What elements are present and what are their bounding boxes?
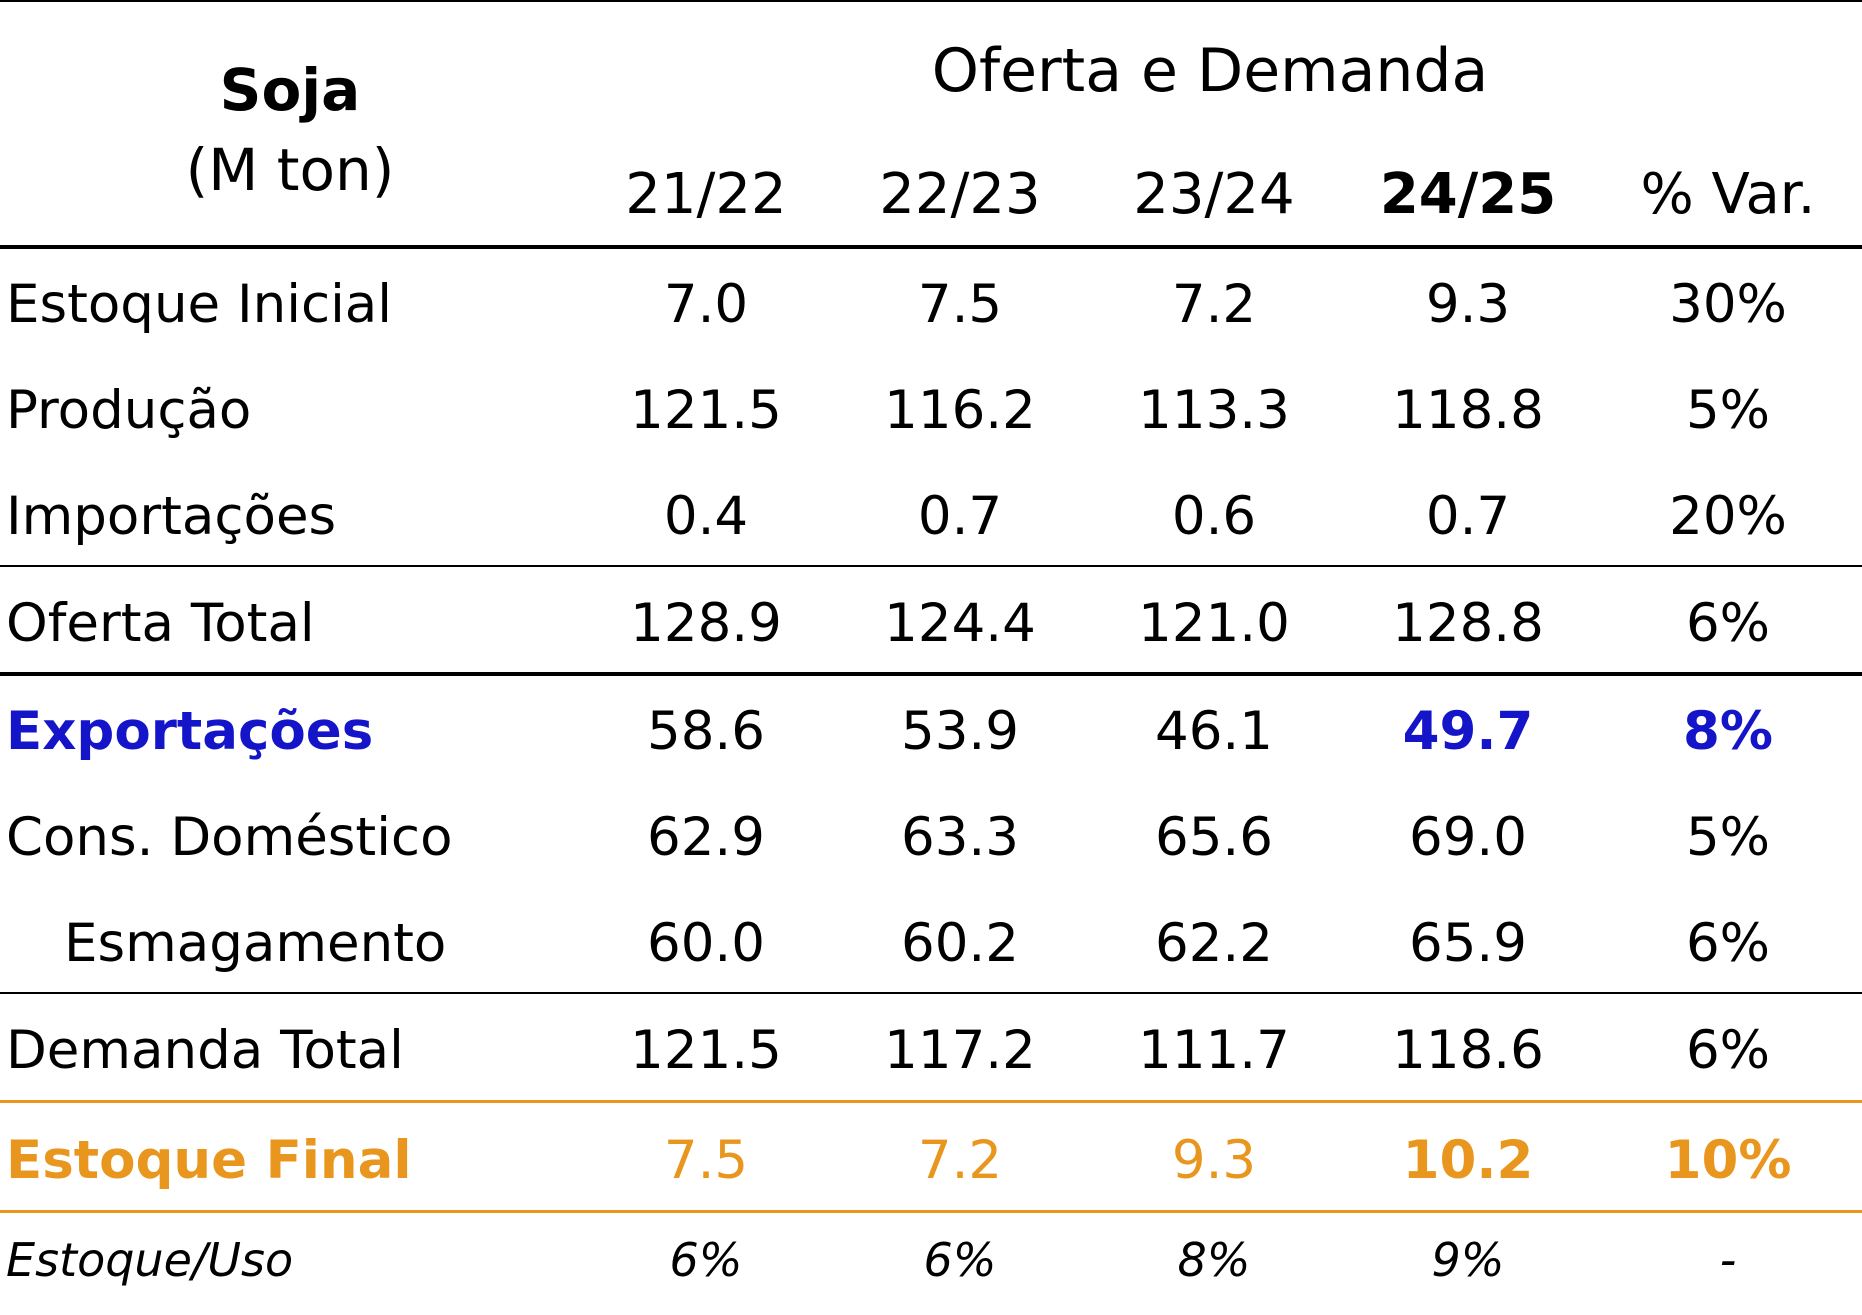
top-rule <box>0 0 1862 2</box>
table-cell: 7.5 <box>663 1130 749 1191</box>
table-cell: 46.1 <box>1154 701 1273 762</box>
table-cell: 69.0 <box>1408 807 1527 868</box>
table-cell: 0.4 <box>663 486 749 547</box>
header-rule <box>0 245 1862 249</box>
table-cell: 117.2 <box>884 1020 1036 1081</box>
row-label: Estoque Final <box>6 1130 412 1191</box>
table-row: Importações 0.4 0.7 0.6 0.7 20% <box>0 464 1862 570</box>
table-cell: 6% <box>1685 1020 1771 1081</box>
column-header-pct-var: % Var. <box>1640 162 1816 227</box>
subtotal-rule <box>0 992 1862 994</box>
table-cell: 5% <box>1685 807 1771 868</box>
table-cell: 111.7 <box>1138 1020 1290 1081</box>
table-row: Exportações 58.6 53.9 46.1 49.7 8% <box>0 679 1862 785</box>
table-cell: 6% <box>1685 913 1771 974</box>
table-cell: 65.9 <box>1408 913 1527 974</box>
table-cell: 5% <box>1685 380 1771 441</box>
table-row: Esmagamento 60.0 60.2 62.2 65.9 6% <box>0 891 1862 997</box>
row-label: Oferta Total <box>6 593 315 654</box>
column-header-23-24: 23/24 <box>1133 162 1295 227</box>
table-row: Oferta Total 128.9 124.4 121.0 128.8 6% <box>0 571 1862 677</box>
table-cell: 121.0 <box>1138 593 1290 654</box>
table-cell: 10% <box>1664 1130 1792 1191</box>
subtotal-rule <box>0 565 1862 567</box>
table-cell: 7.2 <box>917 1130 1003 1191</box>
row-label: Cons. Doméstico <box>6 807 453 868</box>
table-cell: 7.5 <box>917 274 1003 335</box>
row-label: Demanda Total <box>6 1020 404 1081</box>
table-cell: 128.9 <box>630 593 782 654</box>
final-stock-bottom-rule <box>0 1210 1862 1213</box>
row-label: Importações <box>6 486 337 547</box>
section-rule <box>0 672 1862 676</box>
group-header: Oferta e Demanda <box>931 36 1489 106</box>
table-cell: 65.6 <box>1154 807 1273 868</box>
table-cell: 9% <box>1431 1233 1505 1287</box>
table-cell: 7.2 <box>1171 274 1257 335</box>
corner-title: Soja <box>219 56 361 124</box>
table-cell: 60.0 <box>646 913 765 974</box>
table-cell: 8% <box>1683 701 1773 762</box>
corner-unit: (M ton) <box>185 136 395 204</box>
table-cell: 10.2 <box>1402 1130 1534 1191</box>
final-stock-top-rule <box>0 1100 1862 1103</box>
table-cell: 62.9 <box>646 807 765 868</box>
table-cell: 116.2 <box>884 380 1036 441</box>
table-cell: - <box>1719 1233 1737 1287</box>
table-cell: 9.3 <box>1171 1130 1257 1191</box>
table-cell: 9.3 <box>1425 274 1511 335</box>
column-header-22-23: 22/23 <box>879 162 1041 227</box>
row-label: Estoque/Uso <box>6 1233 294 1287</box>
table-cell: 30% <box>1669 274 1787 335</box>
table-row: Estoque/Uso 6% 6% 8% 9% - <box>0 1207 1862 1313</box>
table-row: Cons. Doméstico 62.9 63.3 65.6 69.0 5% <box>0 785 1862 891</box>
table-cell: 118.8 <box>1392 380 1544 441</box>
table-cell: 8% <box>1177 1233 1251 1287</box>
table-row: Demanda Total 121.5 117.2 111.7 118.6 6% <box>0 998 1862 1104</box>
row-label: Esmagamento <box>64 913 447 974</box>
table-cell: 53.9 <box>900 701 1019 762</box>
table-cell: 0.6 <box>1171 486 1257 547</box>
table-row: Estoque Final 7.5 7.2 9.3 10.2 10% <box>0 1108 1862 1214</box>
row-label: Produção <box>6 380 252 441</box>
table-cell: 63.3 <box>900 807 1019 868</box>
table-cell: 6% <box>923 1233 997 1287</box>
table-cell: 0.7 <box>1425 486 1511 547</box>
row-label: Exportações <box>6 701 374 762</box>
table-cell: 6% <box>1685 593 1771 654</box>
row-label: Estoque Inicial <box>6 274 393 335</box>
column-header-21-22: 21/22 <box>625 162 787 227</box>
table-cell: 6% <box>669 1233 743 1287</box>
table-cell: 20% <box>1669 486 1787 547</box>
table-cell: 113.3 <box>1138 380 1290 441</box>
table-cell: 7.0 <box>663 274 749 335</box>
table-cell: 58.6 <box>646 701 765 762</box>
table-cell: 49.7 <box>1402 701 1534 762</box>
table-cell: 128.8 <box>1392 593 1544 654</box>
table-cell: 60.2 <box>900 913 1019 974</box>
table-row: Estoque Inicial 7.0 7.5 7.2 9.3 30% <box>0 252 1862 358</box>
table-row: Produção 121.5 116.2 113.3 118.8 5% <box>0 358 1862 464</box>
table-cell: 121.5 <box>630 1020 782 1081</box>
table-cell: 124.4 <box>884 593 1036 654</box>
table-cell: 121.5 <box>630 380 782 441</box>
table-cell: 62.2 <box>1154 913 1273 974</box>
column-header-24-25: 24/25 <box>1379 162 1557 227</box>
table-cell: 0.7 <box>917 486 1003 547</box>
table-cell: 118.6 <box>1392 1020 1544 1081</box>
